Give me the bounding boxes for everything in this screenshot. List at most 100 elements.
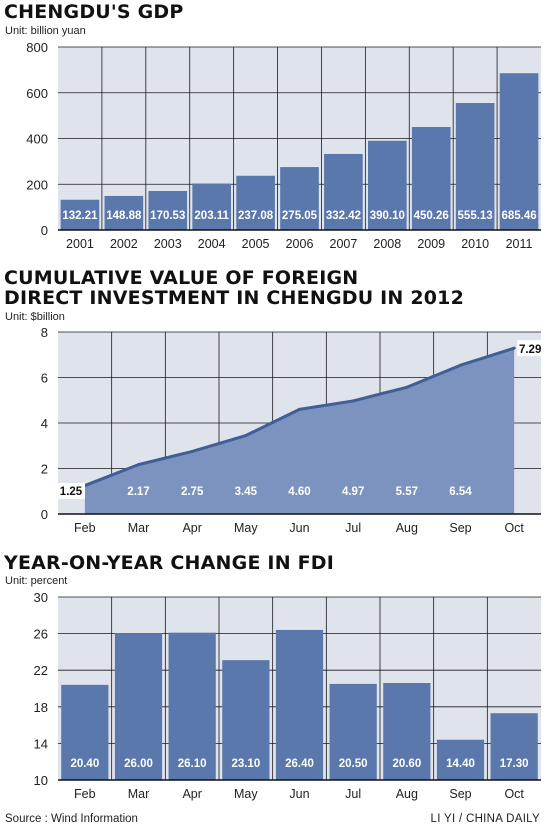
last-label-backing [517, 340, 544, 357]
point-value-label: 3.45 [235, 486, 258, 498]
x-tick-label: Sep [449, 787, 471, 801]
x-tick-label: 2009 [417, 237, 445, 251]
bar-value-label: 26.10 [178, 758, 207, 770]
area-fill [84, 348, 515, 514]
x-tick-label: Apr [182, 787, 201, 801]
bar [411, 127, 451, 230]
bar [192, 183, 232, 230]
x-tick-label: Jun [289, 521, 309, 535]
bar-value-label: 148.88 [106, 210, 142, 222]
y-tick-label: 800 [26, 40, 48, 55]
bar [280, 167, 319, 230]
y-tick-label: 22 [34, 663, 48, 678]
x-tick-label: Feb [74, 521, 96, 535]
bar-value-label: 390.10 [370, 210, 405, 222]
y-tick-label: 200 [26, 177, 48, 192]
fdi-yoy-bar-chart: 10 14 18 22 26 30 20.40 26.00 26.10 23.10 26.40 20.… [34, 590, 541, 801]
bar [324, 153, 363, 230]
y-tick-label: 18 [34, 700, 48, 715]
gdp-bar-chart: 0 200 400 600 800 132.21 148.88 170.53 203.11 237… [26, 40, 541, 251]
x-tick-label: Mar [128, 787, 150, 801]
bar [236, 175, 275, 230]
x-tick-label: 2003 [154, 237, 182, 251]
x-tick-label: Jul [345, 787, 361, 801]
first-label-backing [57, 483, 85, 499]
bar [61, 684, 109, 780]
x-tick-label: Jun [289, 787, 309, 801]
x-tick-label: 2005 [242, 237, 270, 251]
x-tick-label: Sep [449, 521, 471, 535]
bar-value-label: 332.42 [326, 210, 361, 222]
point-value-label: 2.75 [181, 486, 204, 498]
bar [367, 140, 407, 230]
data-point [190, 449, 194, 453]
bar [148, 190, 188, 230]
bar [490, 713, 538, 780]
bar [436, 739, 485, 780]
bar-value-label: 237.08 [238, 210, 274, 222]
bar-value-label: 132.21 [62, 210, 98, 222]
x-tick-label: Mar [128, 521, 150, 535]
x-tick-label: 2001 [66, 237, 94, 251]
bar [104, 195, 144, 230]
point-value-label: 4.97 [342, 486, 364, 498]
point-value-label: 5.57 [396, 486, 418, 498]
fdi-cumulative-chart-title-line2: DIRECT INVESTMENT IN CHENGDU IN 2012 [4, 287, 465, 309]
y-tick-label: 4 [41, 416, 48, 431]
y-tick-label: 10 [34, 773, 48, 788]
fdi-yoy-unit-label: Unit: percent [5, 575, 68, 587]
data-point [351, 399, 355, 403]
y-tick-label: 0 [41, 223, 48, 238]
bar [383, 683, 431, 780]
x-tick-label: May [234, 787, 258, 801]
bar-value-label: 450.26 [414, 210, 449, 222]
bar-value-label: 555.13 [458, 210, 493, 222]
bar [60, 199, 100, 230]
x-tick-label: 2002 [110, 237, 138, 251]
point-value-label: 1.25 [60, 486, 83, 498]
fdi-yoy-chart-title: YEAR-ON-YEAR CHANGE IN FDI [4, 552, 335, 574]
y-tick-label: 30 [34, 590, 48, 605]
data-point [459, 363, 462, 367]
y-tick-label: 26 [34, 627, 48, 642]
bar-value-label: 14.40 [446, 758, 475, 770]
bar [329, 683, 377, 780]
y-tick-label: 0 [41, 507, 48, 522]
bar [168, 632, 216, 780]
bar [499, 73, 539, 231]
credit-line: LI YI / CHINA DAILY [430, 813, 540, 825]
fdi-cumulative-unit-label: Unit: $billion [5, 311, 65, 323]
data-point [137, 463, 140, 467]
bar-value-label: 26.00 [124, 758, 153, 770]
y-tick-label: 14 [34, 736, 48, 751]
y-tick-label: 2 [41, 462, 48, 477]
bar-value-label: 170.53 [150, 210, 185, 222]
data-point [512, 346, 516, 350]
bar [114, 633, 163, 780]
point-value-label: 2.17 [127, 486, 149, 498]
x-tick-label: Jul [345, 521, 361, 535]
x-tick-label: Aug [396, 521, 418, 535]
bar-value-label: 685.46 [501, 210, 536, 222]
y-tick-label: 8 [41, 325, 48, 340]
gdp-chart-title: CHENGDU'S GDP [4, 1, 184, 23]
point-value-label: 6.54 [449, 486, 472, 498]
bar [275, 629, 324, 780]
source-note: Source : Wind Information [5, 813, 138, 825]
x-tick-label: Aug [396, 787, 418, 801]
bar-value-label: 20.40 [70, 758, 99, 770]
x-tick-label: 2007 [330, 237, 358, 251]
x-tick-label: Oct [504, 787, 524, 801]
bar-value-label: 275.05 [282, 210, 318, 222]
y-tick-label: 600 [26, 86, 48, 101]
bar-value-label: 203.11 [194, 210, 229, 222]
gdp-unit-label: Unit: billion yuan [5, 25, 86, 37]
data-point [405, 385, 409, 389]
bar [455, 103, 495, 230]
x-tick-label: 2010 [461, 237, 489, 251]
y-tick-label: 400 [26, 132, 48, 147]
x-tick-label: Feb [74, 787, 96, 801]
point-value-label: 4.60 [288, 486, 310, 498]
bar-value-label: 17.30 [500, 758, 529, 770]
y-tick-label: 6 [41, 371, 48, 386]
